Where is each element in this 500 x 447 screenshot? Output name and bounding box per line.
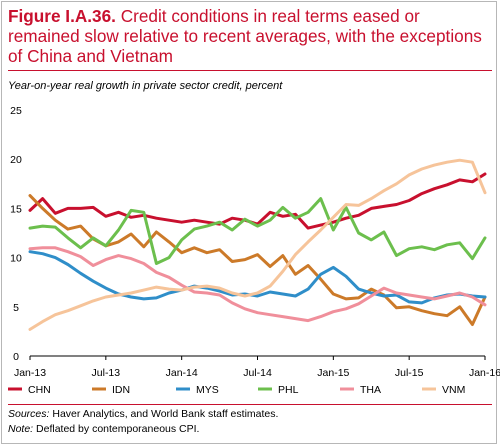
x-tick-label: Jul-15 xyxy=(395,367,424,379)
y-tick-label: 15 xyxy=(10,203,22,215)
x-tick-label: Jul-13 xyxy=(92,367,121,379)
legend-label-phl: PHL xyxy=(278,384,299,396)
figure-label: Figure I.A.36. xyxy=(8,6,116,26)
y-tick-label: 20 xyxy=(10,154,22,166)
note-label: Note: xyxy=(8,423,34,435)
y-tick-label: 25 xyxy=(10,105,22,117)
legend-label-tha: THA xyxy=(360,384,381,396)
sources-text: Haver Analytics, and World Bank staff es… xyxy=(52,408,279,420)
note-text: Deflated by contemporaneous CPI. xyxy=(36,423,200,435)
footer-divider xyxy=(8,404,492,405)
series-line-chn xyxy=(28,172,487,230)
y-tick-label: 0 xyxy=(13,351,19,363)
series-line-tha xyxy=(28,246,487,323)
legend-label-vnm: VNM xyxy=(442,384,465,396)
figure-title: Figure I.A.36. Credit conditions in real… xyxy=(8,6,494,66)
series-line-idn xyxy=(28,194,487,326)
title-divider xyxy=(8,70,492,71)
figure-caption: Credit conditions in real terms eased or… xyxy=(8,6,482,66)
x-tick-label: Jan-14 xyxy=(166,367,198,379)
legend-label-chn: CHN xyxy=(28,384,51,396)
sources-label: Sources: xyxy=(8,408,50,420)
y-tick-label: 10 xyxy=(10,253,22,265)
legend-label-idn: IDN xyxy=(112,384,130,396)
y-tick-label: 5 xyxy=(13,302,19,314)
series-line-vnm xyxy=(28,158,487,331)
sources-note: Sources: Haver Analytics, and World Bank… xyxy=(8,408,278,420)
chart-subtitle: Year-on-year real growth in private sect… xyxy=(8,80,283,92)
deflation-note: Note: Deflated by contemporaneous CPI. xyxy=(8,423,199,435)
x-tick-label: Jan-15 xyxy=(317,367,349,379)
x-tick-label: Jan-16 xyxy=(469,367,500,379)
x-tick-label: Jul-14 xyxy=(243,367,272,379)
legend-label-mys: MYS xyxy=(196,384,219,396)
series-line-mys xyxy=(28,250,487,305)
x-tick-label: Jan-13 xyxy=(14,367,46,379)
series-line-phl xyxy=(28,197,487,265)
